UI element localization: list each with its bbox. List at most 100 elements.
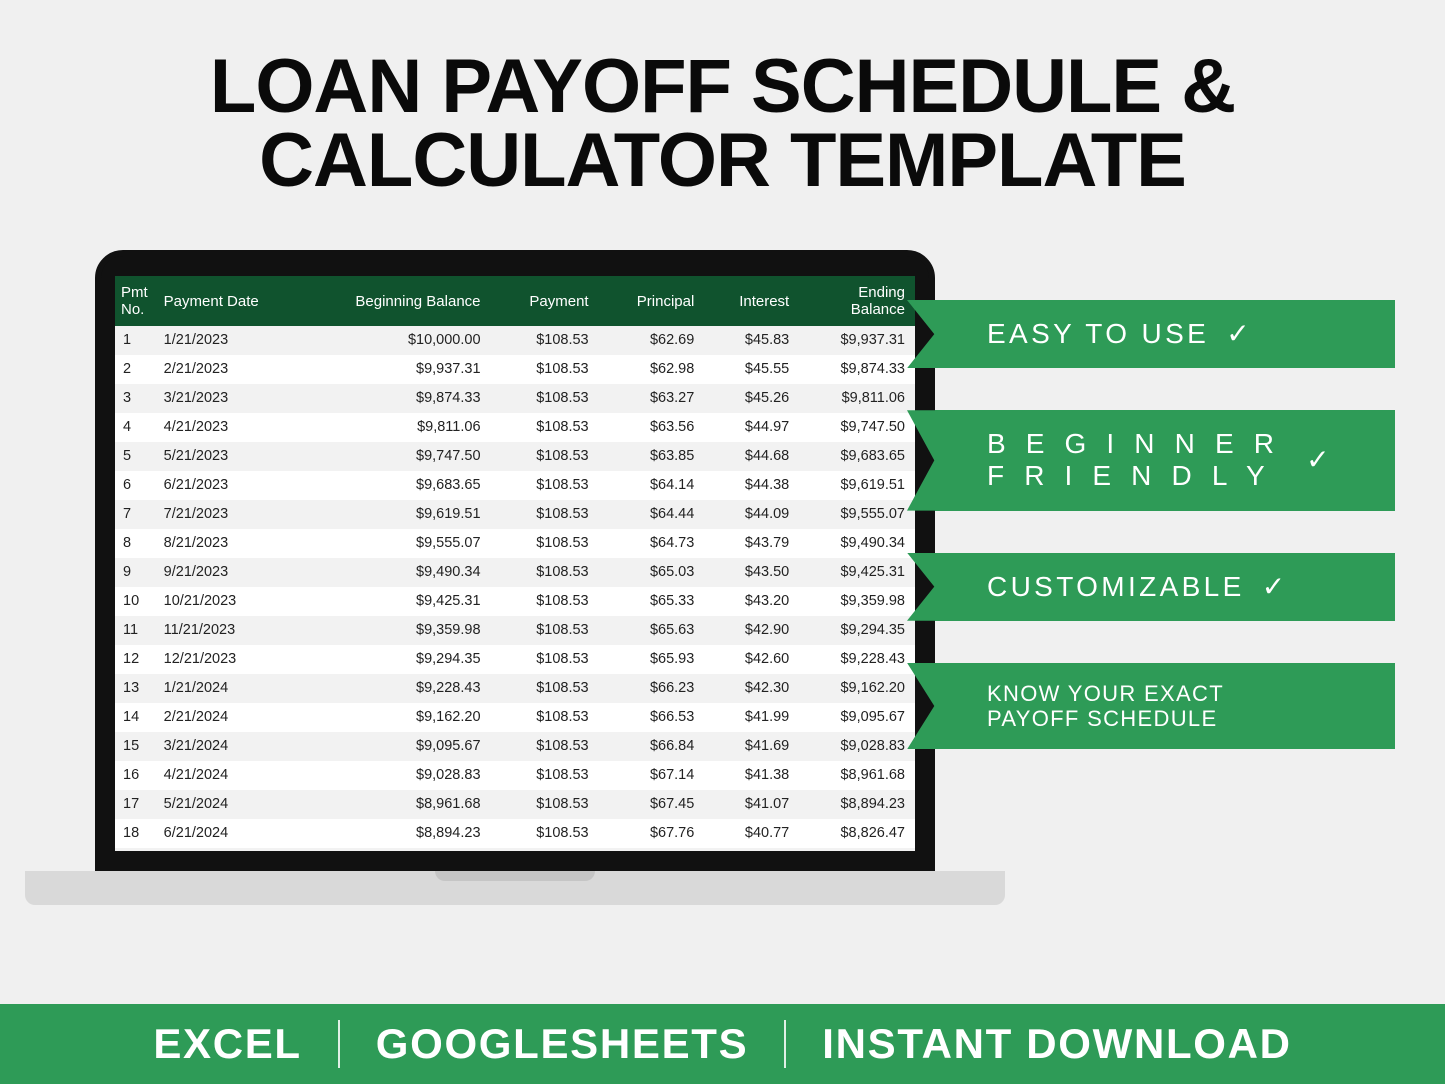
- table-cell: 8: [115, 529, 158, 558]
- table-cell: 12: [115, 645, 158, 674]
- table-cell: $41.07: [704, 790, 799, 819]
- table-cell: $9,028.83: [288, 761, 491, 790]
- check-icon: ✓: [1306, 444, 1336, 476]
- table-cell: $63.27: [599, 384, 705, 413]
- table-cell: 15: [115, 732, 158, 761]
- table-cell: $44.68: [704, 442, 799, 471]
- column-header: Principal: [599, 276, 705, 326]
- table-cell: 8/21/2023: [158, 529, 288, 558]
- table-cell: $8,758.40: [799, 848, 915, 852]
- table-cell: $45.55: [704, 355, 799, 384]
- table-cell: $108.53: [491, 471, 599, 500]
- table-cell: $108.53: [491, 674, 599, 703]
- column-header: Payment Date: [158, 276, 288, 326]
- table-cell: $8,894.23: [288, 819, 491, 848]
- check-icon: ✓: [1251, 571, 1289, 602]
- table-cell: 1/21/2023: [158, 326, 288, 355]
- check-icon: ✓: [1215, 318, 1253, 349]
- table-cell: $108.53: [491, 848, 599, 852]
- table-cell: 5/21/2024: [158, 790, 288, 819]
- table-row: 11/21/2023$10,000.00$108.53$62.69$45.83$…: [115, 326, 915, 355]
- table-cell: $44.09: [704, 500, 799, 529]
- table-row: 153/21/2024$9,095.67$108.53$66.84$41.69$…: [115, 732, 915, 761]
- table-cell: $44.38: [704, 471, 799, 500]
- table-cell: $9,425.31: [799, 558, 915, 587]
- table-cell: 7: [115, 500, 158, 529]
- table-cell: 5: [115, 442, 158, 471]
- table-cell: 16: [115, 761, 158, 790]
- table-cell: $108.53: [491, 819, 599, 848]
- table-cell: $9,555.07: [288, 529, 491, 558]
- table-cell: $9,490.34: [288, 558, 491, 587]
- table-cell: $42.60: [704, 645, 799, 674]
- table-cell: $9,294.35: [799, 616, 915, 645]
- badge-text: CUSTOMIZABLE: [987, 571, 1245, 602]
- table-body: 11/21/2023$10,000.00$108.53$62.69$45.83$…: [115, 326, 915, 851]
- table-cell: $9,747.50: [288, 442, 491, 471]
- table-cell: $41.99: [704, 703, 799, 732]
- column-header: Payment: [491, 276, 599, 326]
- column-header: Interest: [704, 276, 799, 326]
- feature-badge: CUSTOMIZABLE ✓: [935, 553, 1395, 621]
- table-cell: $43.20: [704, 587, 799, 616]
- table-cell: 1/21/2024: [158, 674, 288, 703]
- column-header: EndingBalance: [799, 276, 915, 326]
- table-header: PmtNo.Payment DateBeginning BalancePayme…: [115, 276, 915, 326]
- table-cell: 1: [115, 326, 158, 355]
- badge-text: EASY TO USE: [987, 318, 1209, 349]
- table-cell: $42.90: [704, 616, 799, 645]
- table-cell: 3: [115, 384, 158, 413]
- table-cell: 17: [115, 790, 158, 819]
- table-cell: 10: [115, 587, 158, 616]
- table-cell: 9/21/2023: [158, 558, 288, 587]
- table-cell: $66.84: [599, 732, 705, 761]
- table-cell: $108.53: [491, 587, 599, 616]
- table-cell: $9,228.43: [288, 674, 491, 703]
- table-cell: $43.50: [704, 558, 799, 587]
- table-cell: $9,095.67: [288, 732, 491, 761]
- feature-badges: EASY TO USE ✓ B E G I N N E RF R I E N D …: [935, 300, 1395, 791]
- table-row: 33/21/2023$9,874.33$108.53$63.27$45.26$9…: [115, 384, 915, 413]
- table-cell: $108.53: [491, 616, 599, 645]
- table-cell: $67.45: [599, 790, 705, 819]
- table-row: 77/21/2023$9,619.51$108.53$64.44$44.09$9…: [115, 500, 915, 529]
- table-cell: $8,961.68: [799, 761, 915, 790]
- badge-text-line: F R I E N D L Y: [987, 460, 1280, 492]
- table-cell: 2: [115, 355, 158, 384]
- table-cell: $45.26: [704, 384, 799, 413]
- divider: [784, 1020, 786, 1068]
- table-row: 164/21/2024$9,028.83$108.53$67.14$41.38$…: [115, 761, 915, 790]
- table-cell: $9,490.34: [799, 529, 915, 558]
- table-cell: $108.53: [491, 413, 599, 442]
- table-cell: 4/21/2024: [158, 761, 288, 790]
- table-cell: $108.53: [491, 355, 599, 384]
- table-cell: 11/21/2023: [158, 616, 288, 645]
- laptop-body: PmtNo.Payment DateBeginning BalancePayme…: [95, 250, 935, 871]
- table-row: 66/21/2023$9,683.65$108.53$64.14$44.38$9…: [115, 471, 915, 500]
- footer-item: EXCEL: [153, 1020, 301, 1068]
- table-cell: $108.53: [491, 500, 599, 529]
- table-cell: $65.93: [599, 645, 705, 674]
- table-cell: 5/21/2023: [158, 442, 288, 471]
- table-row: 197/21/2024$8,826.47$108.53$68.07$40.45$…: [115, 848, 915, 852]
- table-cell: 2/21/2023: [158, 355, 288, 384]
- table-cell: $9,162.20: [799, 674, 915, 703]
- table-cell: $9,937.31: [799, 326, 915, 355]
- table-cell: 3/21/2023: [158, 384, 288, 413]
- table-cell: $9,619.51: [288, 500, 491, 529]
- table-row: 186/21/2024$8,894.23$108.53$67.76$40.77$…: [115, 819, 915, 848]
- table-cell: $62.98: [599, 355, 705, 384]
- feature-badge: KNOW YOUR EXACTPAYOFF SCHEDULE: [935, 663, 1395, 750]
- table-row: 1212/21/2023$9,294.35$108.53$65.93$42.60…: [115, 645, 915, 674]
- table-cell: $8,826.47: [288, 848, 491, 852]
- table-cell: $9,555.07: [799, 500, 915, 529]
- table-row: 55/21/2023$9,747.50$108.53$63.85$44.68$9…: [115, 442, 915, 471]
- table-cell: $40.77: [704, 819, 799, 848]
- badge-text-line: B E G I N N E R: [987, 428, 1280, 460]
- table-row: 99/21/2023$9,490.34$108.53$65.03$43.50$9…: [115, 558, 915, 587]
- footer-bar: EXCELGOOGLESHEETSINSTANT DOWNLOAD: [0, 1004, 1445, 1084]
- table-cell: 4: [115, 413, 158, 442]
- table-cell: $64.14: [599, 471, 705, 500]
- table-cell: 18: [115, 819, 158, 848]
- laptop-base: [25, 871, 1005, 905]
